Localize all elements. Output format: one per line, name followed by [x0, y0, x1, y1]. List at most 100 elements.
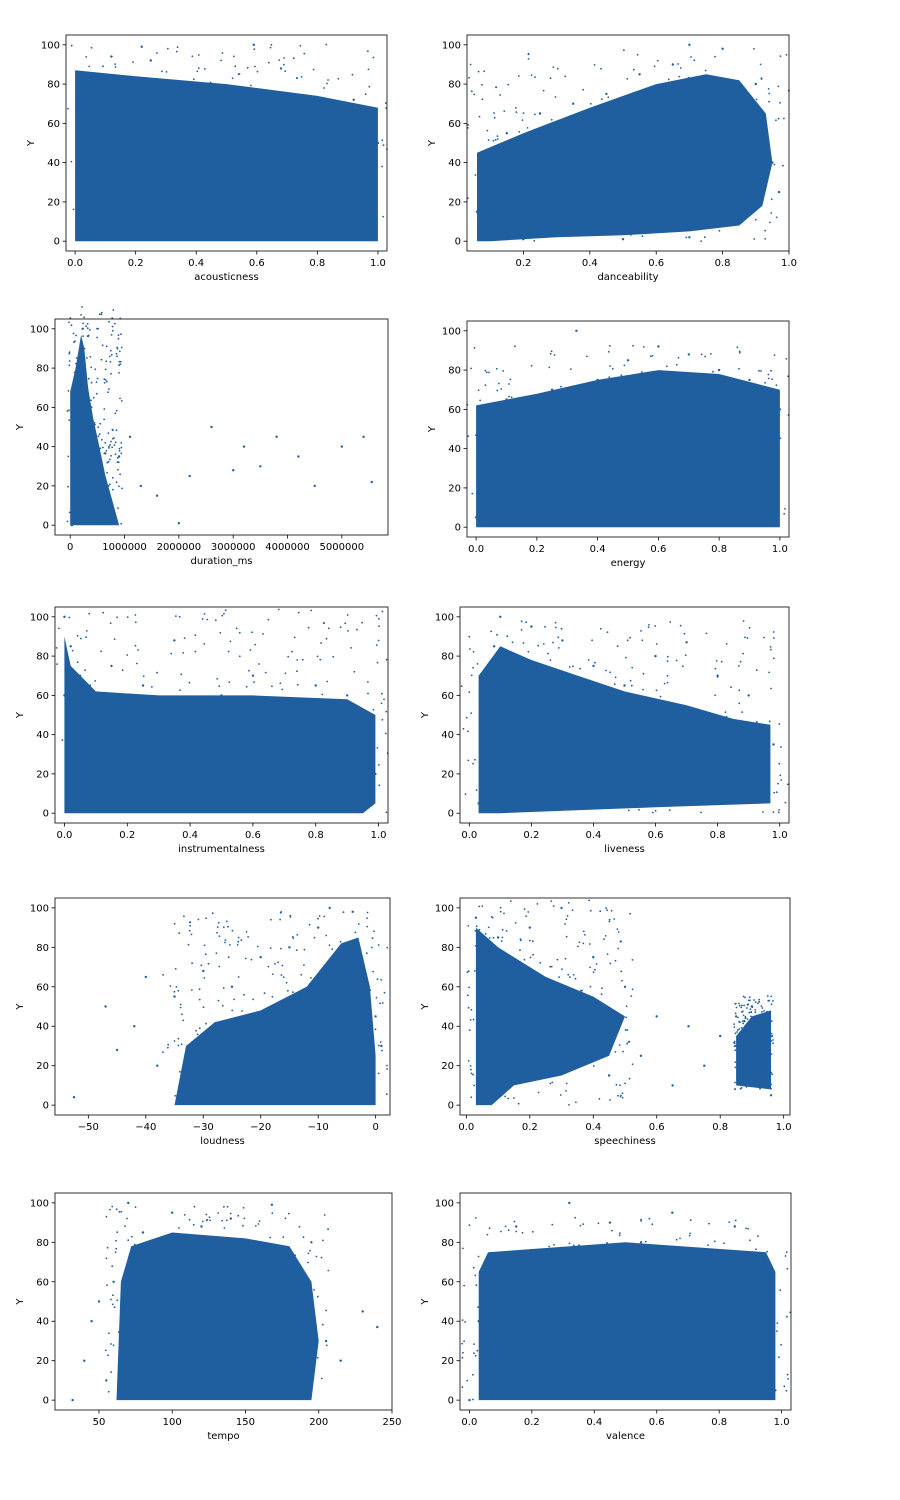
- scatter-point: [644, 1240, 647, 1243]
- scatter-point: [534, 76, 536, 78]
- scatter-point: [770, 1003, 773, 1006]
- scatter-point: [473, 347, 476, 349]
- scatter-point: [229, 944, 231, 946]
- scatter-point: [680, 67, 682, 69]
- scatter-point: [133, 1025, 136, 1028]
- scatter-point: [653, 65, 656, 68]
- x-axis-label: loudness: [200, 1136, 245, 1147]
- x-tick-label: 0.4: [586, 1417, 602, 1428]
- y-tick-label: 60: [36, 691, 49, 702]
- scatter-point: [296, 934, 299, 936]
- scatter-point: [216, 931, 219, 934]
- scatter-point: [592, 956, 595, 959]
- scatter-point: [656, 643, 658, 645]
- scatter-point: [219, 631, 222, 634]
- scatter-point: [270, 918, 272, 921]
- scatter-point: [119, 473, 121, 476]
- scatter-point: [71, 649, 74, 652]
- scatter-point: [385, 1093, 388, 1095]
- scatter-point: [285, 98, 289, 102]
- scatter-point: [183, 915, 185, 918]
- scatter-point: [251, 674, 255, 677]
- scatter-point: [278, 59, 281, 61]
- scatter-point: [515, 1225, 518, 1228]
- scatter-point: [607, 772, 611, 776]
- scatter-point: [302, 1236, 305, 1239]
- scatter-point: [677, 63, 680, 65]
- scatter-point: [605, 907, 608, 910]
- scatter-point: [267, 762, 270, 766]
- scatter-point: [110, 664, 113, 668]
- scatter-point: [75, 357, 78, 359]
- scatter-point: [116, 616, 118, 619]
- x-axis-label: speechiness: [594, 1136, 655, 1147]
- scatter-point: [88, 65, 91, 68]
- scatter-point: [742, 995, 745, 998]
- scatter-point: [552, 641, 554, 644]
- scatter-point: [606, 631, 609, 634]
- y-tick-label: 100: [30, 1198, 49, 1209]
- scatter-point: [376, 141, 380, 145]
- y-tick-label: 80: [441, 652, 454, 663]
- scatter-point: [114, 1251, 117, 1254]
- scatter-point: [331, 171, 334, 174]
- scatter-point: [778, 408, 782, 411]
- scatter-point: [578, 941, 581, 944]
- scatter-point: [204, 953, 207, 956]
- scatter-point: [753, 999, 755, 1001]
- scatter-point: [758, 369, 760, 372]
- scatter-point: [568, 666, 571, 668]
- scatter-point: [666, 655, 669, 658]
- scatter-point: [738, 1028, 741, 1030]
- scatter-point: [499, 910, 502, 913]
- scatter-point: [88, 612, 91, 615]
- x-tick-label: 1.0: [774, 1417, 790, 1428]
- scatter-point: [281, 688, 284, 691]
- x-axis-label: acousticness: [194, 272, 258, 283]
- scatter-point: [608, 918, 611, 921]
- scatter-point: [194, 650, 197, 653]
- y-axis-label: Y: [15, 1003, 26, 1011]
- scatter-point: [295, 949, 298, 951]
- scatter-point: [624, 1029, 627, 1031]
- scatter-point: [257, 1223, 260, 1225]
- scatter-point: [714, 55, 716, 58]
- scatter-point: [472, 666, 474, 669]
- scatter-point: [736, 1031, 738, 1033]
- scatter-point: [549, 77, 552, 80]
- scatter-point: [126, 616, 129, 618]
- scatter-point: [124, 1225, 126, 1227]
- x-tick-label: 0.2: [529, 544, 545, 555]
- scatter-point: [769, 1094, 773, 1097]
- scatter-point: [96, 327, 98, 330]
- scatter-point: [381, 1002, 384, 1004]
- scatter-point: [700, 240, 703, 243]
- scatter-point: [515, 107, 517, 109]
- scatter-point: [775, 791, 778, 794]
- scatter-point: [205, 1213, 208, 1216]
- scatter-point: [126, 654, 129, 656]
- scatter-point: [217, 921, 220, 924]
- scatter-point: [111, 329, 114, 332]
- scatter-point: [89, 684, 92, 687]
- scatter-point: [118, 449, 121, 452]
- scatter-point: [224, 609, 227, 612]
- scatter-point: [496, 138, 499, 140]
- scatter-point: [244, 1290, 247, 1293]
- y-tick-label: 40: [36, 442, 49, 453]
- scatter-point: [173, 995, 176, 998]
- dense-point-cloud: [116, 1232, 319, 1401]
- scatter-point: [668, 809, 671, 811]
- scatter-point: [473, 93, 476, 96]
- scatter-point: [102, 65, 104, 68]
- scatter-point: [380, 1044, 383, 1048]
- scatter-point: [115, 481, 118, 484]
- scatter-point: [264, 671, 267, 674]
- scatter-point: [112, 488, 114, 491]
- axes-frame: [466, 320, 790, 538]
- scatter-point: [155, 494, 159, 497]
- scatter-point: [223, 1206, 225, 1208]
- scatter-point: [119, 132, 122, 135]
- scatter-point: [294, 1254, 297, 1257]
- y-tick-label: 0: [448, 1396, 454, 1407]
